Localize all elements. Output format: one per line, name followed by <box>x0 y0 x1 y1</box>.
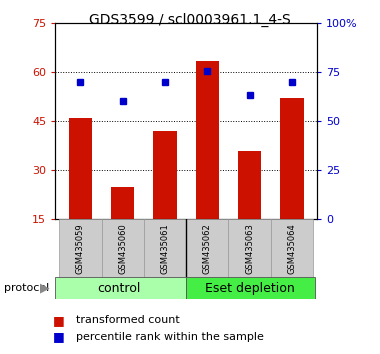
Text: GSM435063: GSM435063 <box>245 223 254 274</box>
Bar <box>55 277 186 299</box>
Text: GSM435060: GSM435060 <box>118 223 127 274</box>
Bar <box>186 277 315 299</box>
Text: GSM435062: GSM435062 <box>203 223 212 274</box>
Text: GSM435059: GSM435059 <box>76 223 85 274</box>
Bar <box>280 98 304 219</box>
Text: protocol: protocol <box>4 283 49 293</box>
Text: GDS3599 / scl0003961.1_4-S: GDS3599 / scl0003961.1_4-S <box>89 12 291 27</box>
Text: GSM435064: GSM435064 <box>287 223 296 274</box>
Text: ■: ■ <box>53 331 65 343</box>
Text: percentile rank within the sample: percentile rank within the sample <box>76 332 264 342</box>
Text: transformed count: transformed count <box>76 315 180 325</box>
Bar <box>111 187 135 219</box>
Bar <box>144 219 186 278</box>
Bar <box>186 219 228 278</box>
Text: control: control <box>97 282 140 295</box>
Text: ▶: ▶ <box>40 282 50 295</box>
Bar <box>228 219 271 278</box>
Bar <box>196 61 219 219</box>
Bar <box>101 219 144 278</box>
Text: Eset depletion: Eset depletion <box>205 282 294 295</box>
Text: ■: ■ <box>53 314 65 327</box>
Bar <box>271 219 313 278</box>
Text: GSM435061: GSM435061 <box>161 223 169 274</box>
Bar <box>238 151 261 219</box>
Bar <box>69 118 92 219</box>
Bar <box>59 219 101 278</box>
Bar <box>154 131 177 219</box>
